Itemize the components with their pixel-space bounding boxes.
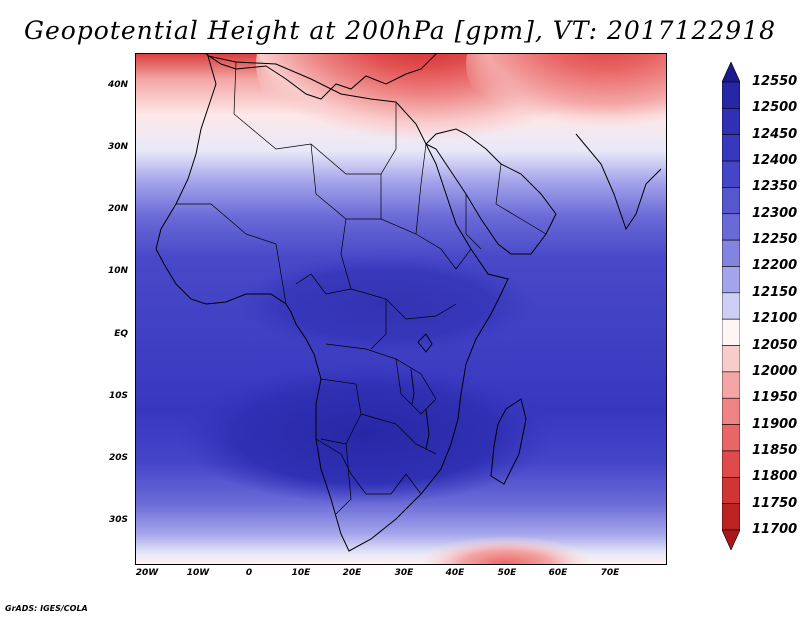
colorbar-tick-label: 12050 bbox=[752, 337, 798, 353]
colorbar-segment bbox=[722, 476, 740, 504]
lat-label: 20S bbox=[108, 453, 128, 463]
lakes bbox=[410, 333, 433, 450]
colorbar-tick-label: 12350 bbox=[752, 179, 798, 195]
lat-label: 10S bbox=[108, 391, 128, 401]
credit-label: GrADS: IGES/COLA bbox=[5, 604, 88, 613]
colorbar-tick-label: 12100 bbox=[752, 311, 798, 327]
colorbar-tick-label: 11850 bbox=[752, 442, 798, 458]
colorbar-segment bbox=[722, 318, 740, 346]
colorbar-segment bbox=[722, 450, 740, 478]
lon-label: 60E bbox=[548, 568, 568, 578]
lon-label: 50E bbox=[497, 568, 517, 578]
lat-label: 30S bbox=[108, 515, 128, 525]
lake-victoria bbox=[417, 333, 433, 353]
colorbar-tick-label: 12200 bbox=[752, 258, 798, 274]
africa-coast bbox=[155, 55, 509, 552]
lon-label: 10W bbox=[186, 568, 210, 578]
lat-label: 40N bbox=[107, 80, 128, 90]
lon-label: 10E bbox=[291, 568, 311, 578]
lake-malawi bbox=[425, 408, 430, 450]
coastlines bbox=[155, 54, 662, 552]
lat-label: EQ bbox=[114, 329, 128, 339]
colorbar-tick-label: 12500 bbox=[752, 100, 798, 116]
colorbar-tick-label: 12150 bbox=[752, 284, 798, 300]
colorbar-tick-label: 11700 bbox=[752, 522, 798, 537]
colorbar-tick-label: 12250 bbox=[752, 232, 798, 248]
colorbar-segment bbox=[722, 266, 740, 294]
colorbar-segment bbox=[722, 424, 740, 452]
lat-label: 10N bbox=[107, 266, 128, 276]
colorbar-tick-label: 12000 bbox=[752, 363, 798, 379]
colorbar-segment bbox=[722, 397, 740, 425]
lon-label: 30E bbox=[394, 568, 414, 578]
colorbar-segment bbox=[722, 371, 740, 399]
arabia-coast bbox=[425, 128, 557, 255]
colorbar-segment bbox=[722, 62, 740, 83]
colorbar-segment bbox=[722, 108, 740, 136]
lon-label: 40E bbox=[445, 568, 465, 578]
lat-label: 30N bbox=[107, 142, 128, 152]
lon-label: 20W bbox=[135, 568, 159, 578]
colorbar-segment bbox=[722, 134, 740, 162]
map-svg bbox=[136, 54, 666, 564]
map-area[interactable] bbox=[135, 53, 667, 565]
europe-coast bbox=[205, 54, 437, 100]
colorbar-tick-label: 11950 bbox=[752, 390, 798, 406]
colorbar-tick-label: 11900 bbox=[752, 416, 798, 432]
colorbar-tick-label: 12450 bbox=[752, 126, 798, 142]
plot-title: Geopotential Height at 200hPa [gpm], VT:… bbox=[23, 16, 777, 45]
country-borders bbox=[176, 61, 547, 515]
southern-core bbox=[176, 364, 556, 504]
colorbar-segment bbox=[722, 292, 740, 320]
lon-label: 0 bbox=[245, 568, 253, 578]
colorbar-tick-label: 11750 bbox=[752, 495, 798, 511]
middle-east-high bbox=[466, 54, 666, 144]
colorbar-segment bbox=[722, 345, 740, 373]
colorbar-segment bbox=[722, 239, 740, 267]
madagascar-coast bbox=[490, 398, 527, 485]
colorbar-tick-label: 12300 bbox=[752, 205, 798, 221]
india-coast bbox=[575, 133, 662, 231]
colorbar-tick-label: 12550 bbox=[752, 74, 798, 89]
colorbar-segment bbox=[722, 529, 740, 550]
colorbar-segment bbox=[722, 160, 740, 188]
colorbar-segment bbox=[722, 503, 740, 531]
lon-label: 70E bbox=[600, 568, 620, 578]
colorbar-tick-label: 12400 bbox=[752, 153, 798, 169]
colorbar-segment bbox=[722, 213, 740, 241]
lat-label: 20N bbox=[107, 204, 128, 214]
colorbar-segment bbox=[722, 187, 740, 215]
colorbar-segment bbox=[722, 81, 740, 109]
colorbar-segments bbox=[722, 62, 740, 550]
lake-tanganyika bbox=[410, 368, 415, 405]
colorbar-tick-label: 11800 bbox=[752, 469, 798, 485]
colorbar bbox=[722, 62, 740, 550]
southern-ridge bbox=[416, 536, 596, 564]
lon-label: 20E bbox=[342, 568, 362, 578]
